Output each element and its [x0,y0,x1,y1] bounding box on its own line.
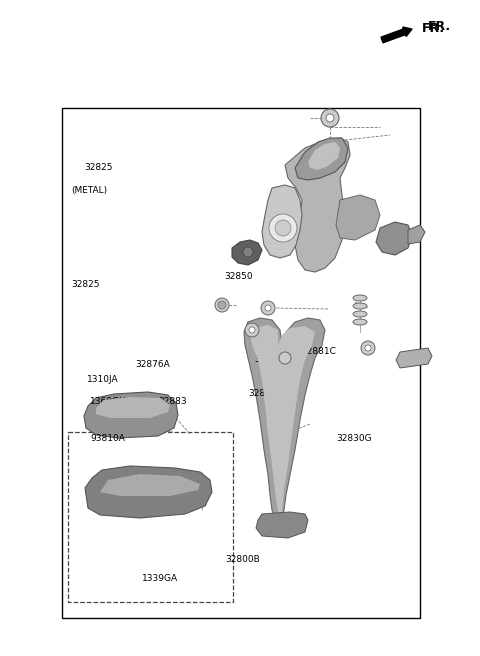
Polygon shape [295,138,348,180]
Circle shape [326,114,334,122]
Circle shape [261,301,275,315]
Text: 32825: 32825 [71,280,99,289]
Text: 32850: 32850 [225,272,253,281]
Polygon shape [244,318,325,520]
Polygon shape [250,325,315,512]
FancyArrow shape [381,27,412,43]
Circle shape [245,323,259,337]
Text: 32881C: 32881C [301,347,336,356]
Polygon shape [336,195,380,240]
Circle shape [265,305,271,311]
Text: 32876A: 32876A [135,360,170,369]
Text: 1339GA: 1339GA [142,574,178,583]
Polygon shape [96,397,170,418]
Circle shape [321,109,339,127]
Polygon shape [285,138,350,272]
Polygon shape [84,392,178,438]
Text: 32825: 32825 [84,163,112,173]
Circle shape [243,247,253,257]
Bar [68,432,233,602]
Text: (METAL): (METAL) [71,186,107,195]
Polygon shape [396,348,432,368]
Ellipse shape [353,311,367,317]
Circle shape [279,352,291,364]
Text: 93810A: 93810A [90,434,125,443]
Polygon shape [308,142,340,170]
Polygon shape [100,474,200,496]
Text: 32830G: 32830G [336,434,372,443]
Circle shape [218,301,226,309]
Text: FR.: FR. [422,22,445,35]
Circle shape [249,327,255,333]
Ellipse shape [353,295,367,301]
Text: 32883: 32883 [158,397,187,406]
Circle shape [361,341,375,355]
Polygon shape [408,225,425,244]
Text: FR.: FR. [428,20,451,33]
Polygon shape [85,466,212,518]
Text: 32800B: 32800B [226,555,260,564]
Text: 32883: 32883 [254,355,283,364]
Ellipse shape [353,303,367,309]
Bar [62,108,420,618]
Polygon shape [256,512,308,538]
Circle shape [275,220,291,236]
Circle shape [215,298,229,312]
Text: 1360GH: 1360GH [90,397,127,406]
Circle shape [269,214,297,242]
Text: 32886A: 32886A [249,389,283,398]
Polygon shape [262,185,302,258]
Polygon shape [232,240,262,265]
Polygon shape [376,222,412,255]
Text: 1310JA: 1310JA [87,375,119,384]
Ellipse shape [353,319,367,325]
Circle shape [365,345,371,351]
